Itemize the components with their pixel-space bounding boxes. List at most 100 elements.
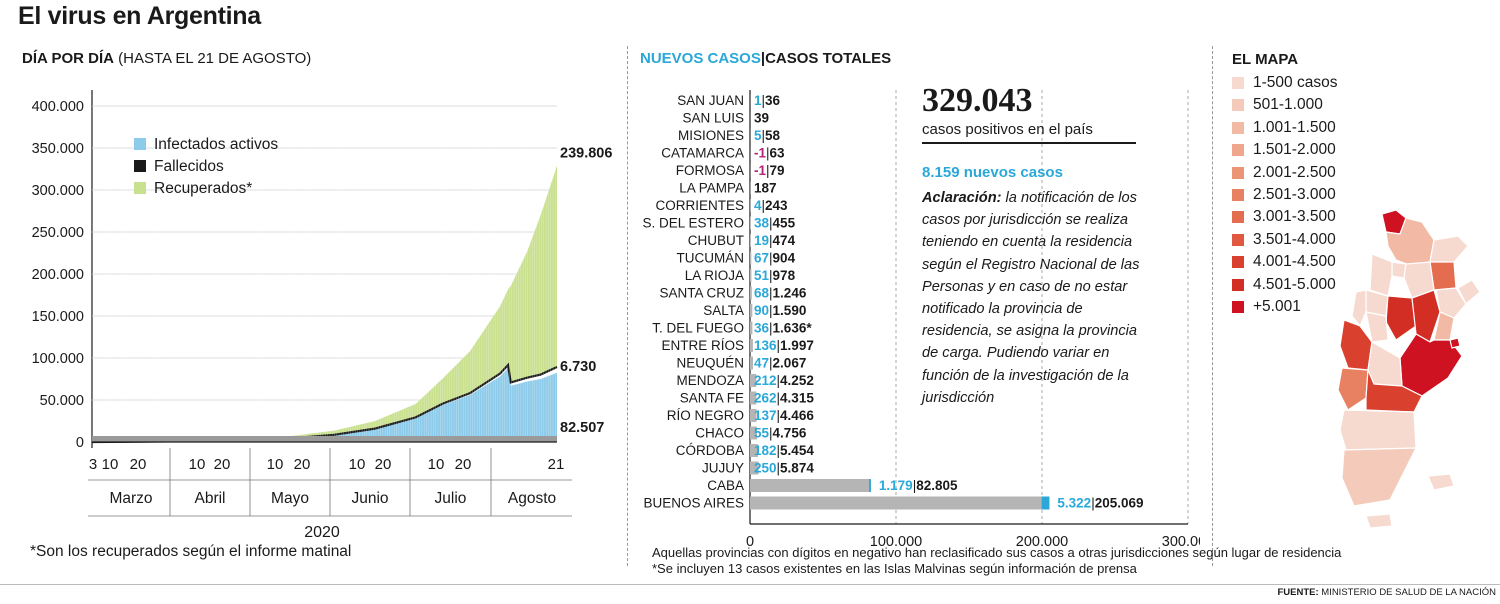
map-legend-item: 1.501-2.000 <box>1232 141 1336 159</box>
province-total-value: 58 <box>765 128 781 143</box>
map-legend-label: 501-1.000 <box>1253 96 1323 114</box>
area-xtick-label: 20 <box>214 456 231 473</box>
province-new-value: 38 <box>754 216 770 231</box>
map-legend-label: 1.001-1.500 <box>1253 118 1336 136</box>
province-san-luis <box>1365 311 1389 343</box>
province-values: -1|79 <box>754 163 785 178</box>
month-label: Julio <box>435 490 467 507</box>
bar-xtick-label: 0 <box>746 534 754 550</box>
area-legend-swatch <box>134 160 146 172</box>
province-tierra-del-fuego <box>1365 513 1393 529</box>
province-total-value: 82.805 <box>916 478 958 493</box>
area-end-labels: 239.806 6.730 82.507 <box>560 146 612 436</box>
source-rest: MINISTERIO DE SALUD DE LA NACIÓN <box>1318 587 1496 598</box>
clarification-note: Aclaración: la notificación de los casos… <box>922 187 1144 409</box>
province-values: 4|243 <box>754 198 788 213</box>
province-new-value: 67 <box>754 251 769 266</box>
divider-2 <box>1212 46 1213 566</box>
active-area <box>92 368 557 442</box>
value-separator: | <box>1091 496 1095 511</box>
bar-x-axis: 0 100.000 200.000 300.000 <box>746 534 1200 550</box>
province-label: RÍO NEGRO <box>667 408 744 423</box>
province-total-value: 2.067 <box>773 356 807 371</box>
province-total-value: 1.636* <box>773 321 813 336</box>
area-chart: 0 50.000 100.000 150.000 200.000 250.000 300.0… <box>32 90 612 541</box>
header-new-cases: NUEVOS CASOS <box>640 50 761 67</box>
map-legend-item: 1.001-1.500 <box>1232 119 1336 137</box>
province-total-value: 1.997 <box>780 338 814 353</box>
area-chart-subtitle: DÍA POR DÍA (HASTA EL 21 DE AGOSTO) <box>22 50 311 67</box>
month-label: Marzo <box>109 490 152 507</box>
note-bold: Aclaración: <box>922 190 1002 206</box>
province-total-bar <box>750 304 753 317</box>
area-xtick-label: 10 <box>267 456 284 473</box>
map-legend-label: 3.001-3.500 <box>1253 208 1336 226</box>
source-bold: FUENTE: <box>1277 587 1319 598</box>
province-caba <box>1449 337 1461 349</box>
area-xtick-label: 10 <box>189 456 206 473</box>
province-label: SAN JUAN <box>677 93 744 108</box>
province-total-value: 4.315 <box>780 391 814 406</box>
province-label: ENTRE RÍOS <box>661 338 744 353</box>
area-xtick-label: 20 <box>375 456 392 473</box>
province-total-value: 63 <box>770 146 786 161</box>
province-label: CORRIENTES <box>655 198 744 213</box>
map-legend-item: 3.501-4.000 <box>1232 231 1336 249</box>
province-total-value: 205.069 <box>1095 496 1144 511</box>
province-mendoza <box>1339 319 1373 371</box>
province-values: 212|4.252 <box>754 373 814 388</box>
end-label-active: 82.507 <box>560 420 604 436</box>
province-total-value: 455 <box>773 216 796 231</box>
province-total-value: 39 <box>754 111 769 126</box>
map-legend-swatch <box>1232 121 1244 134</box>
province-santa-cruz <box>1341 447 1417 507</box>
province-label: S. DEL ESTERO <box>642 216 744 231</box>
area-ytick-label: 400.000 <box>32 99 84 115</box>
header-total-cases: CASOS TOTALES <box>765 50 892 67</box>
value-separator: | <box>769 233 773 248</box>
value-separator: | <box>769 216 773 231</box>
province-values: 5|58 <box>754 128 781 143</box>
value-separator: | <box>769 321 773 336</box>
month-label: Mayo <box>271 490 309 507</box>
province-neuquen <box>1337 367 1369 411</box>
province-total-bar <box>750 269 752 282</box>
end-label-total: 239.806 <box>560 146 612 162</box>
province-total-bar <box>750 321 753 335</box>
province-values: 137|4.466 <box>754 408 814 423</box>
islas-malvinas <box>1427 473 1455 491</box>
province-new-value: -1 <box>754 146 766 161</box>
province-label: CÓRDOBA <box>676 443 744 458</box>
map-legend-swatch <box>1232 233 1244 246</box>
province-label: NEUQUÉN <box>676 356 744 371</box>
province-new-bar <box>1041 496 1050 510</box>
province-new-value: 5 <box>754 128 762 143</box>
malvinas-footnote: *Se incluyen 13 casos existentes en las … <box>652 561 1137 576</box>
province-new-value: 51 <box>754 268 770 283</box>
province-label: T. DEL FUEGO <box>652 321 744 336</box>
province-values: 55|4.756 <box>754 426 807 441</box>
month-label: Junio <box>351 490 388 507</box>
province-formosa <box>1429 235 1469 263</box>
area-xtick-label: 20 <box>455 456 472 473</box>
negative-footnote: Aquellas provincias con dígitos en negat… <box>652 545 1342 560</box>
province-total-value: 36 <box>765 93 781 108</box>
map-legend-item: 2.001-2.500 <box>1232 164 1336 182</box>
province-values: 262|4.315 <box>754 391 814 406</box>
value-separator: | <box>769 426 773 441</box>
map-legend-label: 4.001-4.500 <box>1253 253 1336 271</box>
value-separator: | <box>766 163 770 178</box>
area-xtick-label: 20 <box>130 456 147 473</box>
province-values: 19|474 <box>754 233 796 248</box>
province-values: 5.322|205.069 <box>1057 496 1143 511</box>
province-catamarca <box>1369 253 1393 297</box>
province-values: 250|5.874 <box>754 461 814 476</box>
province-total-bar <box>750 234 751 247</box>
map-legend-label: 4.501-5.000 <box>1253 275 1336 293</box>
area-legend-label: Fallecidos <box>154 158 224 175</box>
province-label: SALTA <box>703 303 744 318</box>
area-xtick-label: 10 <box>349 456 366 473</box>
map-legend-swatch <box>1232 301 1244 313</box>
